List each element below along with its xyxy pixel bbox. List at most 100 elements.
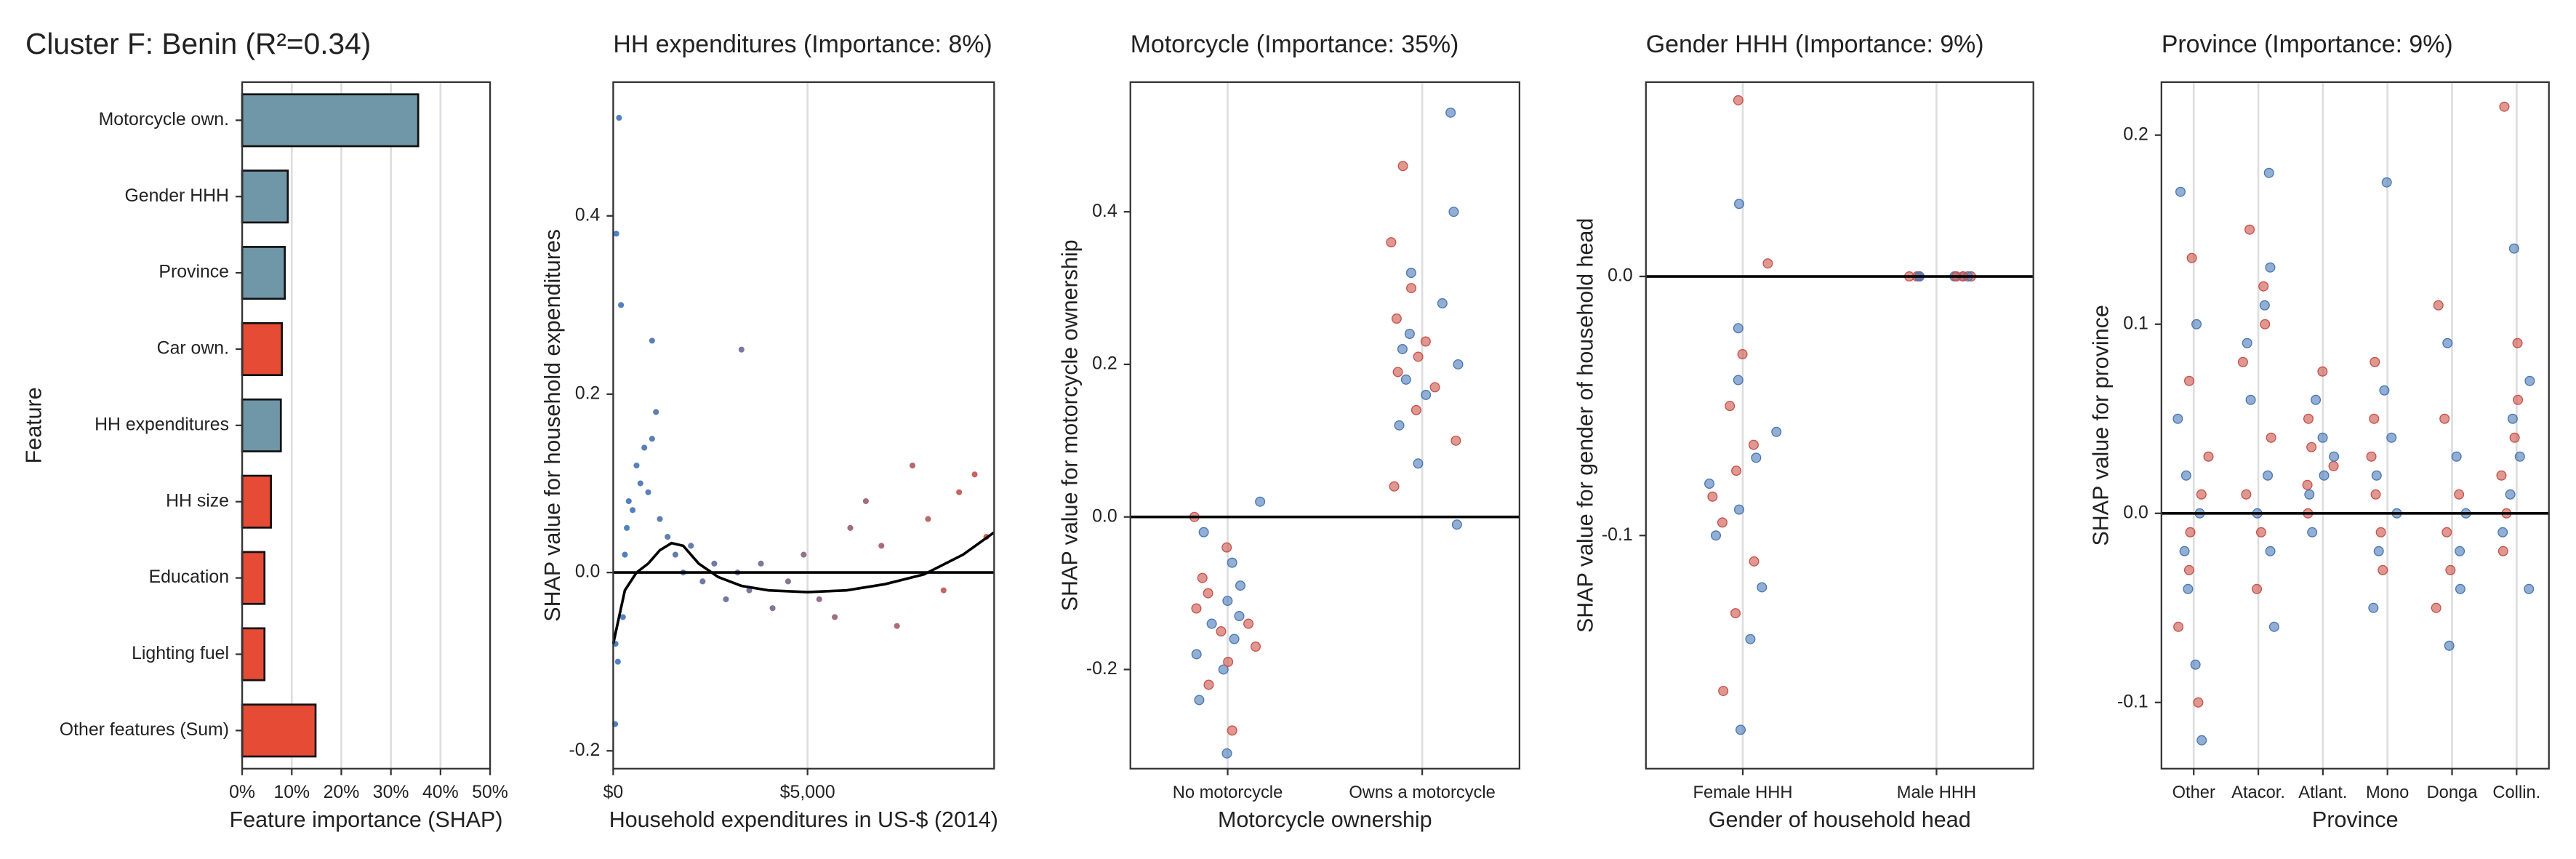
point — [699, 578, 706, 585]
point — [2196, 489, 2207, 500]
point — [940, 587, 947, 594]
x-tick-label: 0% — [229, 783, 255, 802]
point — [2317, 366, 2328, 377]
trend-line — [611, 531, 995, 644]
point — [2381, 177, 2392, 188]
x-tick-label: Owns a motorcycle — [1349, 783, 1496, 802]
point — [2524, 375, 2535, 386]
y-tick-label: 0.2 — [2123, 124, 2148, 144]
point — [1771, 426, 1782, 437]
point — [2260, 319, 2271, 329]
point — [2244, 224, 2255, 235]
point — [613, 231, 619, 237]
point — [1733, 375, 1744, 385]
x-tick-label: 30% — [373, 783, 409, 802]
point — [2451, 451, 2462, 462]
x-axis-label: Household expenditures in US-$ (2014) — [609, 807, 998, 832]
y-tick-label: 0.0 — [1608, 266, 1633, 286]
point — [1191, 649, 1202, 660]
point — [1198, 527, 1209, 538]
point — [630, 507, 636, 514]
point — [1234, 611, 1245, 622]
point — [1733, 504, 1744, 515]
bar — [241, 627, 266, 682]
point — [2241, 489, 2252, 500]
point — [2179, 546, 2190, 556]
point — [862, 498, 869, 505]
point — [2186, 252, 2197, 263]
point — [1450, 435, 1461, 446]
point — [1197, 572, 1208, 583]
plot-frame — [241, 81, 491, 770]
point — [2370, 356, 2380, 367]
point — [2379, 385, 2390, 396]
bar — [241, 93, 420, 148]
point — [641, 444, 648, 451]
point — [1749, 556, 1760, 567]
y-tick-label: 0.0 — [575, 562, 601, 582]
x-tick-label: Atacor. — [2231, 783, 2285, 802]
point — [1406, 283, 1417, 294]
point — [1400, 374, 1411, 385]
plot-frame — [1129, 81, 1521, 770]
point — [894, 623, 900, 629]
point — [2265, 546, 2276, 556]
point — [2512, 337, 2523, 348]
point — [1221, 542, 1232, 553]
y-axis-label: SHAP value for province — [2089, 305, 2114, 546]
plot-frame — [612, 81, 995, 770]
x-tick-label: Collin. — [2492, 783, 2540, 802]
x-tick-label: Female HHH — [1693, 783, 1793, 802]
point — [2306, 442, 2317, 452]
point — [1203, 588, 1213, 599]
point — [653, 409, 659, 415]
point — [1391, 313, 1402, 324]
point — [1748, 439, 1759, 450]
x-axis-label: Gender of household head — [1709, 807, 1971, 832]
point — [2196, 735, 2207, 746]
point — [2328, 460, 2339, 471]
y-tick-label: 0.0 — [2123, 503, 2148, 522]
point — [1730, 608, 1741, 619]
point — [1397, 343, 1408, 354]
panel-title: Province (Importance: 9%) — [2162, 31, 2453, 58]
point — [2193, 697, 2204, 708]
point — [1405, 268, 1416, 279]
bar — [241, 703, 317, 758]
point — [2258, 281, 2269, 292]
point — [711, 560, 718, 567]
point — [2508, 243, 2519, 254]
point — [2369, 413, 2380, 424]
point — [1203, 679, 1214, 690]
point — [2386, 432, 2397, 443]
y-tick-label: Other features (Sum) — [60, 720, 229, 740]
bar — [241, 169, 289, 224]
point — [2184, 375, 2195, 386]
point — [645, 489, 651, 495]
point — [2183, 564, 2194, 575]
y-tick-label: Gender HHH — [124, 186, 229, 206]
point — [2203, 451, 2214, 462]
x-tick-label: $5,000 — [780, 783, 835, 802]
point — [1411, 404, 1421, 415]
point — [878, 543, 885, 549]
point — [2185, 527, 2196, 538]
point — [2242, 337, 2252, 348]
y-tick-label: Car own. — [157, 339, 229, 359]
point — [2265, 262, 2276, 273]
point — [1737, 348, 1748, 359]
y-axis-label: SHAP value for gender of household head — [1573, 218, 1598, 633]
point — [2454, 489, 2465, 500]
point — [2433, 300, 2444, 311]
figure-title: Cluster F: Benin (R²=0.34) — [25, 27, 371, 60]
point — [1736, 724, 1746, 735]
point — [2497, 546, 2508, 556]
y-tick-label: 0.0 — [1092, 506, 1118, 526]
point — [649, 337, 655, 344]
point — [1397, 161, 1408, 172]
point — [2513, 394, 2524, 405]
point — [2368, 602, 2379, 613]
point — [1191, 603, 1202, 614]
y-tick-label: 0.1 — [2123, 313, 2148, 333]
